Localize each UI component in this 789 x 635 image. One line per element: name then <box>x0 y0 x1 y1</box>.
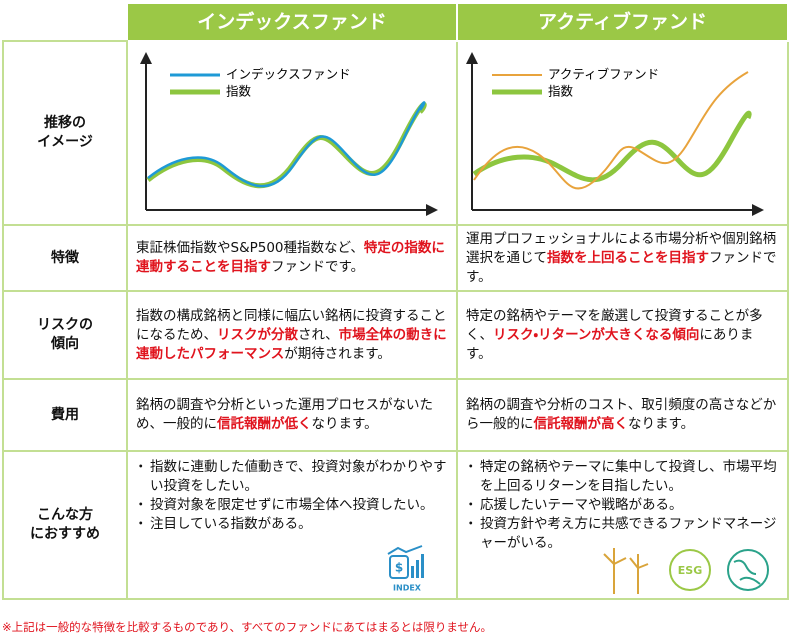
bullet-item: 指数に連動した値動きで、投資対象がわかりやすい投資をしたい。 <box>134 458 448 496</box>
text: 銘柄の調査や分析のコスト、取引頻度の高さなどから一般的に <box>466 397 777 432</box>
bullet-item: 投資方針や考え方に共感できるファンドマネージャーがいる。 <box>464 515 779 553</box>
label-line: におすすめ <box>30 526 100 542</box>
text: 運用プロフェッショナルによる市場分析や個別銘柄選択を通じて <box>466 230 777 266</box>
cell: 銘柄の調査や分析といった運用プロセスがないため、一般的に信託報酬が低くなります。 <box>126 378 458 452</box>
label-line: 推移の <box>44 115 86 131</box>
cell: 特定の銘柄やテーマに集中して投資し、市場平均を上回るリターンを目指したい。応援し… <box>456 450 789 600</box>
text: が期待されます。 <box>284 345 391 362</box>
cell: 運用プロフェッショナルによる市場分析や個別銘柄選択を通じて指数を上回ることを目指… <box>456 224 789 292</box>
text: 特定の銘柄やテーマを厳選して投資することが多く、 <box>466 307 763 343</box>
theme-icons: ESG <box>603 548 769 594</box>
text: され、 <box>298 326 339 343</box>
label-line: こんな方 <box>37 507 93 523</box>
text: 指数の構成銘柄と同様に幅広い銘柄に投資することになるため、 <box>136 307 447 343</box>
cell: 銘柄の調査や分析のコスト、取引頻度の高さなどから一般的に信託報酬が高くなります。 <box>456 378 789 452</box>
label-line: リスクの <box>37 317 93 333</box>
row: 特徴 東証株価指数やS&P500種指数など、特定の指数に連動することを目指すファ… <box>2 224 789 292</box>
header-index: インデックスファンド <box>126 4 458 42</box>
arrow <box>140 52 152 64</box>
arrow <box>426 204 438 216</box>
icon-label: INDEX <box>393 584 422 593</box>
emphasis: リスク・リターンが大きくなる傾向 <box>493 326 700 343</box>
corner <box>3 4 127 42</box>
legend-label: 指数 <box>226 84 252 99</box>
text: なります。 <box>311 416 378 432</box>
index-chart: インデックスファンド 指数 <box>140 52 438 216</box>
legend-label: インデックスファンド <box>226 67 351 82</box>
row-label: リスクの 傾向 <box>2 290 128 380</box>
bullet-item: 投資対象を限定せずに市場全体へ投資したい。 <box>134 496 448 515</box>
bullet-list: 指数に連動した値動きで、投資対象がわかりやすい投資をしたい。投資対象を限定せずに… <box>134 458 448 534</box>
active-chart-cell: アクティブファンド 指数 <box>456 40 789 226</box>
header-row: インデックスファンド アクティブファンド <box>3 4 789 42</box>
row-label: 費用 <box>2 378 128 452</box>
svg-text:$: $ <box>395 561 403 575</box>
emphasis: リスクが分散 <box>217 326 298 343</box>
text: ファンドです。 <box>271 259 365 275</box>
index-fund-curve <box>147 101 426 188</box>
emphasis: 特定の指数に連動することを目指す <box>136 240 445 275</box>
label-line: イメージ <box>37 134 93 150</box>
active-chart: アクティブファンド 指数 <box>466 52 764 216</box>
text: にあります。 <box>466 326 754 362</box>
cell: 東証株価指数やS&P500種指数など、特定の指数に連動することを目指すファンドで… <box>126 224 458 292</box>
emphasis: 市場全体の動きに連動したパフォーマンス <box>136 326 447 362</box>
row-label: 推移の イメージ <box>2 40 128 226</box>
text: 東証株価指数やS&P500種指数など、 <box>136 240 364 256</box>
text: なります。 <box>628 416 695 432</box>
icon-label: ESG <box>678 564 702 577</box>
emphasis: 指数を上回ることを目指す <box>547 249 709 266</box>
bullet-item: 注目している指数がある。 <box>134 515 448 534</box>
emphasis: 信託報酬が低く <box>217 416 312 432</box>
bullet-item: 特定の銘柄やテーマに集中して投資し、市場平均を上回るリターンを目指したい。 <box>464 458 779 496</box>
arrow <box>752 204 764 216</box>
legend-label: 指数 <box>548 84 574 99</box>
legend-label: アクティブファンド <box>548 67 659 82</box>
index-icon: $ INDEX <box>387 545 424 593</box>
row-label: 特徴 <box>2 224 128 292</box>
header-active: アクティブファンド <box>456 4 789 42</box>
footnote: ※上記は一般的な特徴を比較するものであり、すべてのファンドにあてはまるとは限りま… <box>2 620 492 634</box>
text: ファンドです。 <box>466 249 777 285</box>
comparison: インデックスファンド アクティブファンド 推移のイメージ インデックスファンド … <box>2 4 789 600</box>
label-line: 費用 <box>51 406 79 423</box>
label-line: 特徴 <box>51 249 79 266</box>
row: リスクの傾向 指数の構成銘柄と同様に幅広い銘柄に投資することになるため、リスクが… <box>2 290 789 380</box>
comparison-table: インデックスファンド アクティブファンド 推移のイメージ インデックスファンド … <box>2 4 789 600</box>
row-label: こんな方 におすすめ <box>2 450 128 600</box>
index-chart-cell: インデックスファンド 指数 <box>126 40 458 226</box>
arrow <box>466 52 478 64</box>
cell: 指数の構成銘柄と同様に幅広い銘柄に投資することになるため、リスクが分散され、市場… <box>126 290 458 380</box>
text: 銘柄の調査や分析といった運用プロセスがないため、一般的に <box>136 397 433 432</box>
active-fund-curve <box>473 71 749 190</box>
row: 費用 銘柄の調査や分析といった運用プロセスがないため、一般的に信託報酬が低くなり… <box>2 378 789 452</box>
bullet-item: 応援したいテーマや戦略がある。 <box>464 496 779 515</box>
emphasis: 信託報酬が高く <box>533 416 629 432</box>
cell: 指数に連動した値動きで、投資対象がわかりやすい投資をしたい。投資対象を限定せずに… <box>126 450 458 600</box>
label-line: 傾向 <box>51 336 79 352</box>
bullet-list: 特定の銘柄やテーマに集中して投資し、市場平均を上回るリターンを目指したい。応援し… <box>464 458 779 553</box>
image-row: 推移のイメージ インデックスファンド 指数 アクティブファンド 指数 <box>2 40 789 226</box>
cell: 特定の銘柄やテーマを厳選して投資することが多く、リスク・リターンが大きくなる傾向… <box>456 290 789 380</box>
